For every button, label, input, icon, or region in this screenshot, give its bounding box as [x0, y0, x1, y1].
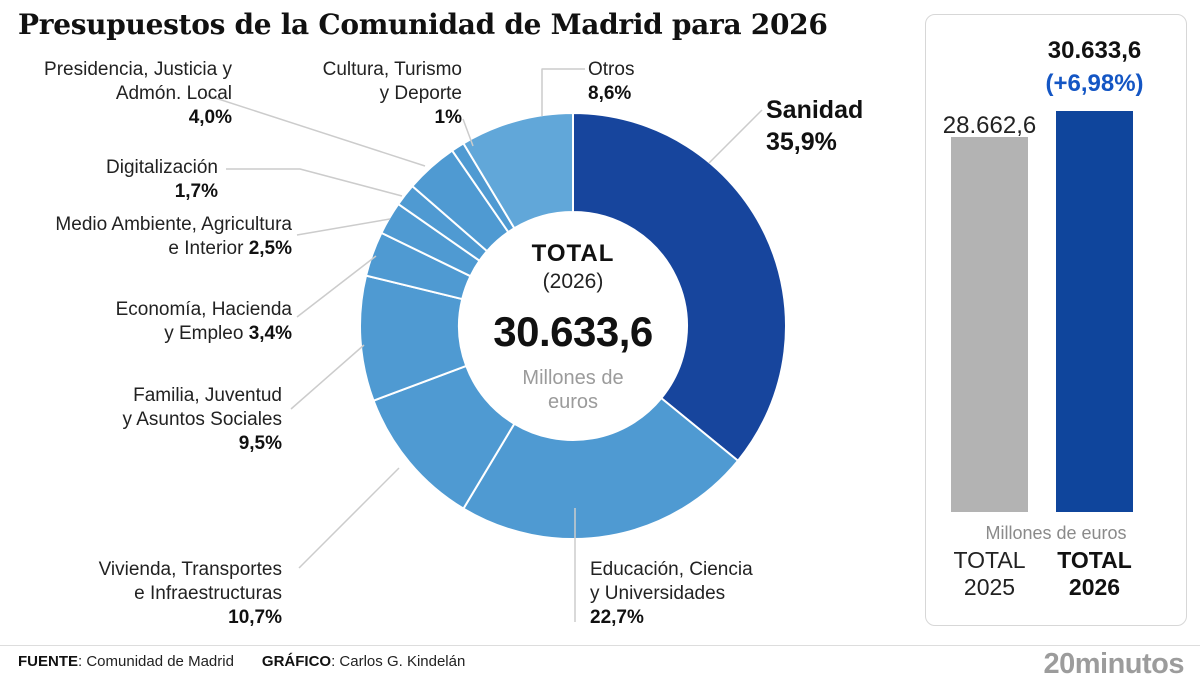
donut-slices — [359, 111, 787, 540]
bar-category-2025: TOTAL 2025 — [953, 547, 1026, 600]
leader-economia — [296, 255, 377, 318]
label-educacion: Educación, Ciencia y Universidades 22,7% — [590, 559, 753, 628]
bar-2026 — [1056, 111, 1133, 512]
pct-economia: 3,4% — [248, 323, 292, 344]
bar-value-2025: 28.662,6 — [942, 112, 1037, 139]
center-total-label: TOTAL — [531, 240, 615, 267]
source-text: : Comunidad de Madrid — [78, 653, 234, 670]
label-familia: Familia, Juventud y Asuntos Sociales 9,5… — [122, 385, 282, 454]
pct-presidencia: 4,0% — [188, 107, 232, 128]
brand-logo: 20minutos — [1043, 648, 1184, 675]
leader-digitalizacion — [226, 168, 403, 197]
donut-slice-educación — [462, 396, 740, 540]
pct-otros: 8,6% — [588, 83, 632, 104]
leader-vivienda — [298, 467, 400, 569]
label-presidencia: Presidencia, Justicia y Admón. Local 4,0… — [44, 59, 232, 128]
page-title: Presupuestos de la Comunidad de Madrid p… — [18, 8, 828, 41]
label-digitalizacion: Digitalización 1,7% — [106, 157, 218, 202]
center-year-label: (2026) — [542, 270, 604, 293]
leader-presidencia — [205, 94, 426, 167]
bar-unit-label: Millones de euros — [985, 523, 1127, 543]
pct-cultura: 1% — [434, 107, 462, 128]
label-cultura: Cultura, Turismo y Deporte 1% — [322, 59, 462, 128]
donut-slice-otros — [462, 111, 574, 230]
pct-vivienda: 10,7% — [228, 607, 282, 628]
pct-educacion: 22,7% — [590, 607, 644, 628]
leader-cultura — [462, 118, 474, 147]
source-label: FUENTE — [18, 653, 78, 670]
label-vivienda: Vivienda, Transportes e Infraestructuras… — [98, 559, 282, 628]
bar-category-2026: TOTAL 2026 — [1057, 547, 1132, 600]
center-unit-label: Millones de euros — [522, 367, 624, 413]
footer: FUENTE: Comunidad de Madrid GRÁFICO: Carl… — [0, 645, 1200, 675]
leader-sanidad — [708, 109, 763, 164]
pct-digitalizacion: 1,7% — [174, 181, 218, 202]
pct-medio-ambiente: 2,5% — [248, 238, 292, 259]
label-economia: Economía, Hacienda y Empleo 3,4% — [115, 299, 292, 344]
leader-familia — [290, 344, 365, 410]
pct-familia: 9,5% — [238, 433, 282, 454]
pct-sanidad: 35,9% — [766, 128, 837, 156]
label-sanidad: Sanidad 35,9% — [766, 96, 864, 156]
donut-slice-sanidad — [572, 111, 787, 463]
credit-label: GRÁFICO — [261, 653, 332, 670]
comparison-bar-panel: 30.633,6 (+6,98%) 28.662,6 Millones de e… — [925, 14, 1187, 626]
footer-credits: FUENTE: Comunidad de Madrid GRÁFICO: Carl… — [18, 653, 465, 670]
label-otros: Otros 8,6% — [588, 59, 635, 104]
center-total-value: 30.633,6 — [493, 308, 653, 355]
callout-leader-lines — [205, 68, 763, 622]
bar-2025 — [951, 137, 1028, 512]
bar-delta-2026: (+6,98%) — [1045, 70, 1144, 97]
credit-text: : Carlos G. Kindelán — [331, 653, 466, 670]
donut-center-label: TOTAL (2026) 30.633,6 Millones de euros — [458, 240, 688, 414]
bar-value-2026: 30.633,6 — [1047, 37, 1142, 64]
leader-medio-ambiente — [296, 218, 391, 236]
leader-otros — [541, 68, 585, 116]
label-medio-ambiente: Medio Ambiente, Agricultura e Interior 2… — [55, 214, 292, 259]
